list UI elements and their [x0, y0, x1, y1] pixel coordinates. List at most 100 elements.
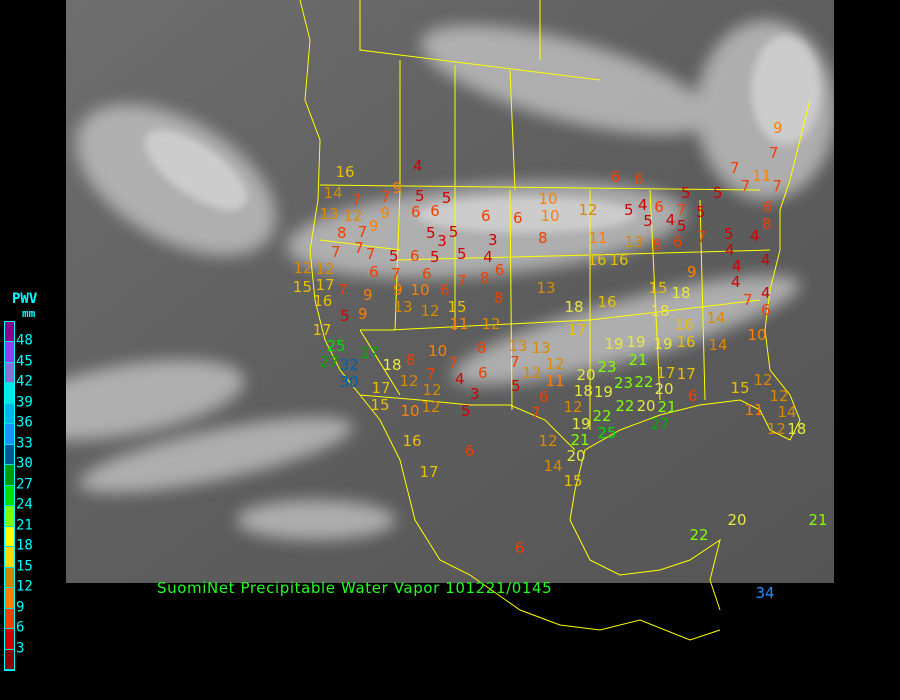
station-pwv-value: 18	[650, 301, 670, 320]
station-pwv-value: 6	[440, 280, 450, 299]
station-pwv-value: 12	[421, 397, 441, 416]
station-pwv-value: 5	[643, 211, 653, 230]
station-pwv-value: 7	[391, 264, 401, 283]
station-pwv-value: 3	[437, 231, 447, 250]
west-coastline	[299, 0, 721, 641]
station-pwv-value: 12	[538, 431, 558, 450]
station-pwv-value: 4	[638, 195, 648, 214]
station-pwv-value: 5	[696, 202, 706, 221]
station-pwv-value: 5	[430, 248, 440, 267]
station-pwv-value: 14	[543, 456, 563, 475]
legend-label: 15	[16, 558, 33, 575]
legend-label: 18	[16, 537, 33, 554]
station-pwv-value: 18	[573, 382, 593, 401]
legend-label: 30	[16, 455, 33, 472]
station-pwv-value: 13	[319, 205, 339, 224]
station-pwv-value: 21	[570, 430, 590, 449]
legend-label: 33	[16, 435, 33, 452]
station-pwv-value: 16	[609, 250, 629, 269]
station-pwv-value: 4	[750, 226, 760, 245]
station-pwv-value: 6	[673, 233, 683, 252]
station-pwv-value: 17	[371, 378, 391, 397]
station-pwv-value: 20	[727, 510, 747, 529]
station-pwv-value: 8	[494, 288, 504, 307]
station-pwv-value: 12	[343, 206, 363, 225]
station-pwv-value: 6	[515, 538, 525, 557]
station-pwv-value: 17	[312, 320, 332, 339]
station-pwv-value: 7	[338, 280, 348, 299]
station-pwv-value: 6	[465, 441, 475, 460]
station-pwv-value: 10	[410, 281, 430, 300]
station-pwv-value: 20	[636, 396, 656, 415]
station-pwv-value: 16	[597, 292, 617, 311]
station-pwv-value: 14	[706, 308, 726, 327]
station-pwv-value: 6	[422, 265, 432, 284]
legend-swatch	[5, 424, 14, 445]
legend-swatch	[5, 383, 14, 404]
station-pwv-value: 6	[430, 201, 440, 220]
station-pwv-value: 15	[563, 471, 583, 490]
legend-title: PWV	[12, 291, 38, 307]
station-pwv-value: 7	[380, 187, 391, 206]
station-pwv-value: 8	[652, 235, 662, 254]
station-pwv-value: 9	[368, 216, 379, 235]
station-pwv-value: 5	[676, 217, 687, 236]
legend-swatch	[5, 403, 14, 425]
station-pwv-value: 6	[539, 387, 549, 406]
station-pwv-value: 7	[531, 404, 541, 422]
legend-swatch	[5, 629, 14, 650]
station-pwv-value: 12	[578, 200, 598, 219]
legend-swatch	[5, 526, 14, 548]
station-pwv-value: 21	[808, 510, 828, 529]
station-pwv-value: 5	[681, 183, 691, 202]
station-pwv-value: 4	[761, 283, 771, 302]
station-pwv-value: 16	[335, 162, 355, 181]
station-pwv-value: 12	[545, 355, 565, 374]
station-pwv-value: 10	[538, 190, 558, 209]
gulf-coastline	[574, 99, 811, 491]
station-pwv-value: 23	[614, 374, 634, 393]
legend-label: 3	[16, 640, 25, 657]
station-pwv-value: 11	[588, 228, 608, 247]
station-pwv-value: 8	[480, 268, 490, 287]
station-pwv-value: 7	[457, 271, 467, 290]
station-pwv-value: 18	[787, 419, 807, 438]
station-pwv-value: 5	[389, 246, 399, 265]
station-pwv-value: 6	[410, 246, 420, 265]
station-pwv-value: 20	[576, 365, 596, 384]
station-pwv-value: 25	[597, 423, 617, 442]
station-pwv-value: 12	[522, 363, 542, 382]
station-pwv-value: 11	[449, 314, 469, 333]
legend-unit: mm	[22, 307, 36, 320]
station-pwv-value: 14	[708, 335, 728, 354]
legend-swatch	[5, 485, 14, 507]
station-pwv-value: 12	[420, 301, 440, 320]
station-pwv-value: 19	[604, 334, 624, 353]
map-title: SuomiNet Precipitable Water Vapor 101221…	[157, 579, 553, 597]
station-pwv-value: 12	[769, 387, 789, 405]
legend-swatch	[5, 465, 14, 486]
station-pwv-value: 4	[732, 257, 742, 276]
station-pwv-value: 6	[478, 363, 488, 382]
station-pwv-value: 4	[455, 370, 465, 389]
station-pwv-value: 22	[592, 407, 612, 426]
station-pwv-value: 16	[402, 431, 422, 450]
station-pwv-value: 5	[441, 188, 452, 207]
station-pwv-value: 6	[634, 169, 644, 188]
legend-label: 21	[16, 517, 33, 534]
station-pwv-value: 7	[510, 352, 520, 371]
station-pwv-value: 7	[426, 364, 436, 383]
legend-label: 12	[16, 578, 33, 595]
station-pwv-value: 5	[511, 376, 521, 395]
station-pwv-value: 7	[357, 223, 368, 242]
station-pwv-value: 17	[656, 364, 676, 383]
legend-swatch	[5, 608, 14, 630]
legend-label: 48	[16, 332, 33, 349]
legend-label: 24	[16, 496, 33, 513]
station-pwv-value: 13	[624, 232, 644, 251]
station-pwv-value: 7	[354, 239, 364, 258]
station-pwv-value: 7	[331, 243, 341, 262]
station-pwv-value: 6	[611, 167, 621, 186]
station-pwv-value: 27	[650, 414, 670, 433]
